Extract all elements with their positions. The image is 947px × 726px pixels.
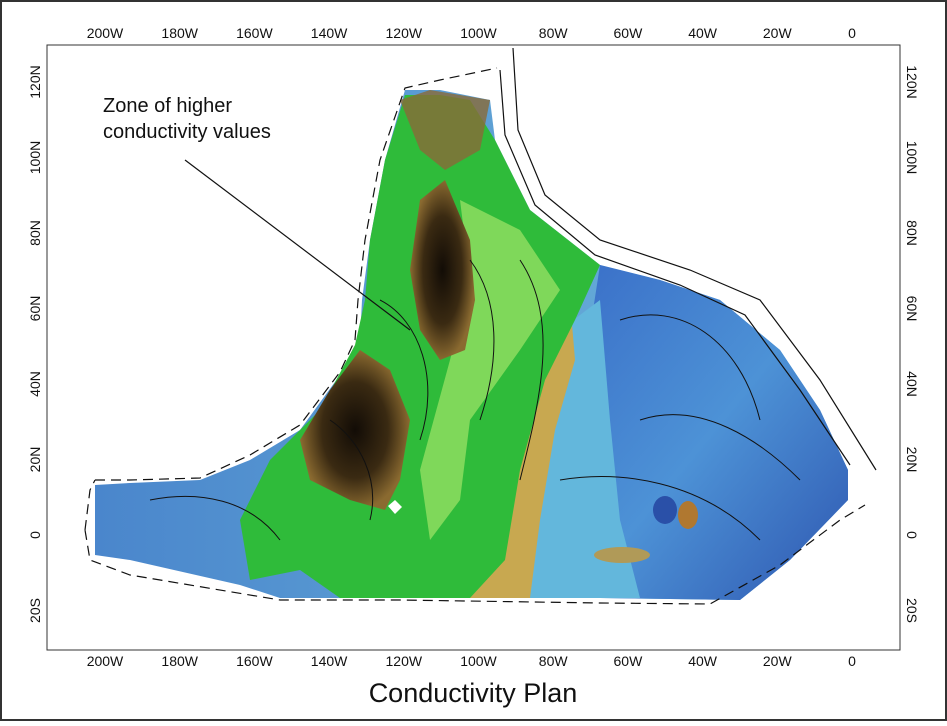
blue-zone-east (575, 265, 848, 600)
y-tick-label: 80N (904, 220, 920, 246)
x-tick-label: 40W (688, 25, 718, 41)
y-tick-label: 0 (27, 531, 43, 539)
x-tick-label: 200W (87, 653, 124, 669)
x-tick-label: 100W (460, 653, 497, 669)
conductivity-surface (95, 90, 848, 600)
y-tick-label: 100N (904, 141, 920, 174)
x-tick-label: 20W (763, 25, 793, 41)
annotation-leader (184, 159, 411, 331)
x-tick-label: 180W (161, 653, 198, 669)
contour-lines (149, 259, 801, 541)
tan-anomaly (594, 547, 650, 563)
brown-ridge (400, 90, 490, 170)
y-tick-label: 20N (27, 447, 43, 473)
y-tick-label: 80N (27, 220, 43, 246)
x-tick-label: 0 (848, 653, 856, 669)
annotation-line: Zone of higher (103, 95, 232, 117)
y-tick-label: 20N (904, 447, 920, 473)
x-tick-label: 80W (539, 653, 569, 669)
y-tick-label: 120N (904, 65, 920, 98)
annotation-line: conductivity values (103, 121, 271, 143)
x-tick-label: 60W (614, 653, 644, 669)
y-tick-label: 100N (27, 141, 43, 174)
conductive-zone-south (300, 350, 410, 510)
map-title: Conductivity Plan (369, 678, 578, 708)
x-tick-label: 120W (386, 25, 423, 41)
x-tick-label: 160W (236, 25, 273, 41)
x-tick-label: 40W (688, 653, 718, 669)
x-tick-label: 160W (236, 653, 273, 669)
y-tick-label: 60N (27, 296, 43, 322)
marker (388, 500, 402, 514)
conductive-zone-north (410, 180, 475, 360)
x-tick-label: 140W (311, 25, 348, 41)
y-tick-label: 60N (904, 296, 920, 322)
road (499, 47, 877, 471)
x-tick-label: 140W (311, 653, 348, 669)
blue-anomaly (653, 496, 677, 524)
survey-boundary (84, 67, 866, 605)
x-tick-label: 60W (614, 25, 644, 41)
x-tick-label: 0 (848, 25, 856, 41)
brown-anomaly (678, 501, 698, 529)
y-tick-label: 0 (904, 531, 920, 539)
y-tick-label: 120N (27, 65, 43, 98)
x-tick-label: 80W (539, 25, 569, 41)
y-tick-label: 40N (27, 371, 43, 397)
x-tick-label: 180W (161, 25, 198, 41)
y-tick-label: 20S (27, 598, 43, 623)
y-tick-label: 40N (904, 371, 920, 397)
x-tick-label: 200W (87, 25, 124, 41)
light-green (420, 200, 560, 540)
x-tick-label: 100W (460, 25, 497, 41)
x-tick-label: 20W (763, 653, 793, 669)
x-tick-label: 120W (386, 653, 423, 669)
y-tick-label: 20S (904, 598, 920, 623)
